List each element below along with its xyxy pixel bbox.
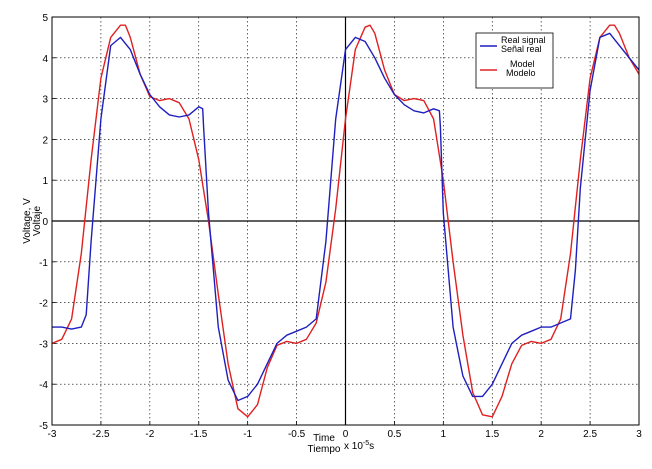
x-tick-label: 3 [636,429,642,440]
x-axis-unit-base: x 10 [344,441,363,452]
plot-frame [51,16,640,426]
x-axis-unit-suffix: s [369,441,374,452]
x-axis-label-line2: Tiempo [308,444,341,455]
series-line-real-signal [52,32,640,402]
x-axis-label-line1: Time [313,433,335,444]
x-tick-label: 1.5 [485,429,499,440]
x-axis-unit: x 10-5s [344,440,374,452]
y-tick-label: 3 [42,95,48,106]
x-axis-unit-exponent: -5 [363,440,369,447]
y-tick-label: -1 [39,258,48,269]
y-tick-label: 0 [42,217,48,228]
y-axis-label-line2: Voltaje [32,206,43,236]
y-tick-label: 1 [42,176,48,187]
y-tick-label: 5 [42,13,48,24]
x-tick-label: 0.5 [387,429,401,440]
legend-label-real-line2: Señal real [501,44,542,54]
x-tick-labels: -3 -2.5 -2 -1.5 -1 -0.5 0 0.5 1 1.5 2 2.5 3 [48,429,643,440]
x-tick-label: 2 [538,429,544,440]
x-tick-label: 0 [343,429,349,440]
legend-label-real-line1: Real signal [501,35,546,45]
x-tick-label: -3 [48,429,57,440]
x-tick-label: -0.5 [288,429,306,440]
legend-box [475,32,554,89]
x-tick-label: -1.5 [190,429,208,440]
x-tick-label: -1 [243,429,252,440]
legend-label-model-line2: Modelo [506,68,536,78]
y-tick-label: 2 [42,135,48,146]
y-tick-label: -5 [39,421,48,432]
x-tick-label: -2.5 [92,429,110,440]
y-tick-label: -3 [39,339,48,350]
zero-axes [52,17,639,425]
y-axis-label-line1: Voltage, V [22,198,33,244]
y-tick-label: -2 [39,299,48,310]
y-tick-label: -4 [39,380,48,391]
legend: Real signal Señal real Model Modelo [475,32,554,89]
x-tick-label: -2 [145,429,154,440]
y-tick-label: 4 [42,54,48,65]
series-lines [51,24,640,418]
x-tick-label: 1 [441,429,447,440]
x-tick-label: 2.5 [583,429,597,440]
legend-label-model-line1: Model [510,59,535,69]
y-tick-labels: -5 -4 -3 -2 -1 0 1 2 3 4 5 [39,13,48,432]
